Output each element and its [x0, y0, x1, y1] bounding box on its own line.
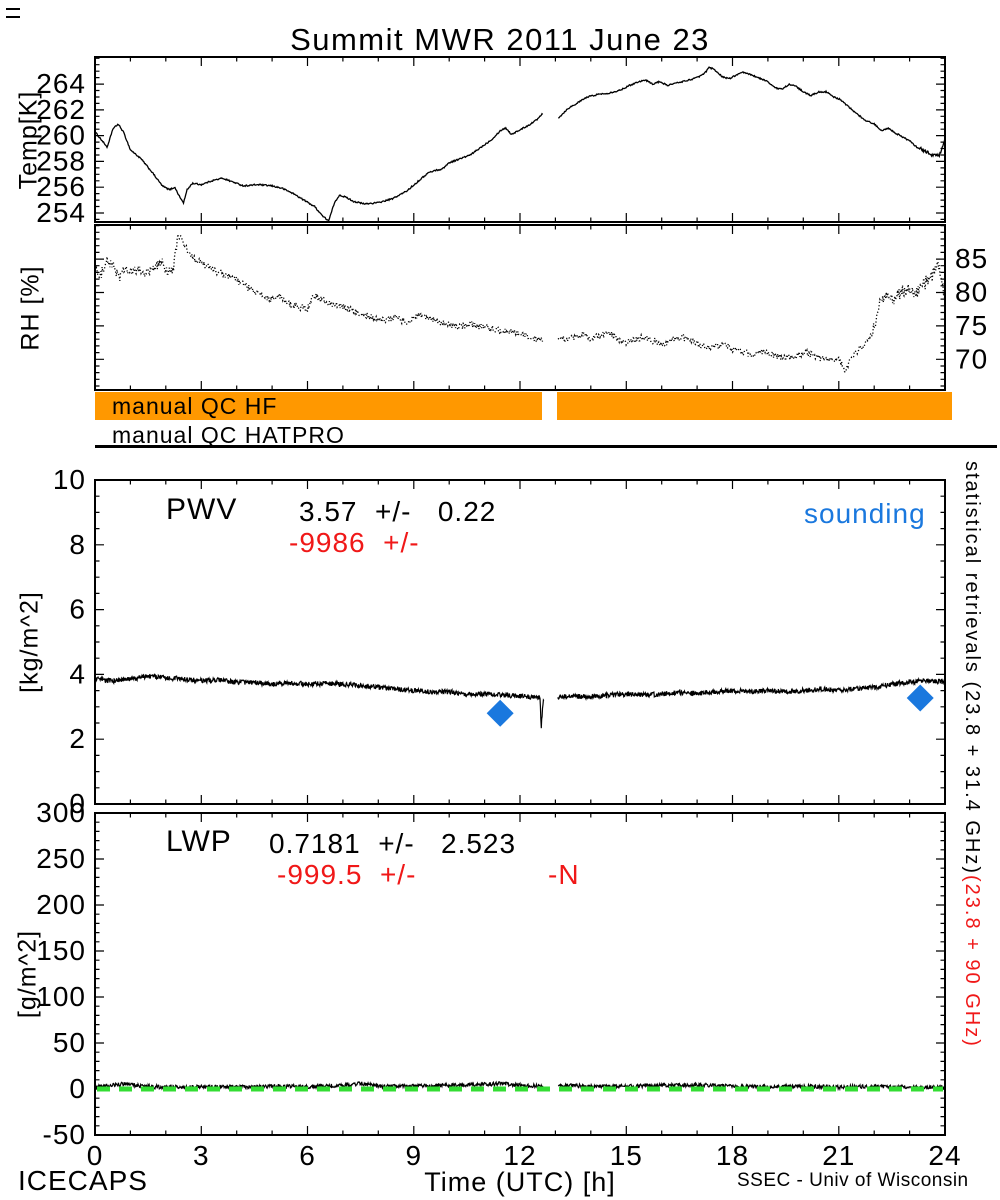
- x-tick-label: 18: [716, 1140, 749, 1171]
- sounding-label: sounding: [804, 498, 926, 529]
- temperature-ytick-label: 264: [36, 68, 86, 99]
- page-title: Summit MWR 2011 June 23: [290, 22, 710, 57]
- lwp-ticks: [94, 812, 946, 1136]
- temperature-ticks: [94, 57, 946, 222]
- pwv-series: [94, 673, 946, 729]
- pwv-ticks: [94, 479, 946, 805]
- footer-ssec: SSEC - Univ of Wisconsin: [737, 1170, 969, 1191]
- temperature-ytick-label: 260: [36, 120, 86, 151]
- pwv-stat-black: 3.57 +/- 0.22: [299, 496, 497, 527]
- x-tick-label: 9: [406, 1140, 423, 1171]
- lwp-ytick-label: 50: [53, 1027, 86, 1058]
- qc-hatpro-label: manual QC HATPRO: [112, 422, 345, 448]
- lwp-ytick-label: -50: [43, 1119, 86, 1150]
- temperature-ytick-label: 258: [36, 145, 86, 176]
- relative_humidity-ytick-label: 80: [955, 277, 988, 308]
- corner-artifact: [6, 8, 20, 18]
- x-tick-label: 0: [87, 1140, 104, 1171]
- x-tick-label: 3: [193, 1140, 210, 1171]
- pwv-ytick-label: 8: [69, 529, 86, 560]
- x-tick-label: 21: [822, 1140, 855, 1171]
- x-tick-label: 24: [928, 1140, 961, 1171]
- pwv-panel-box: [94, 479, 946, 805]
- pwv-series-label: PWV: [166, 493, 238, 526]
- x-tick-label: 12: [503, 1140, 536, 1171]
- pwv-ytick-label: 2: [69, 723, 86, 754]
- footer-icecaps: ICECAPS: [18, 1165, 148, 1196]
- pwv-ytick-label: 4: [69, 658, 86, 689]
- lwp-stat-black: 0.7181 +/- 2.523: [269, 828, 517, 859]
- relative_humidity-panel-box: [94, 224, 946, 391]
- lwp-ytick-label: 150: [36, 935, 86, 966]
- lwp-ytick-label: 200: [36, 889, 86, 920]
- sounding-diamond: [486, 699, 514, 727]
- qc-hf-bar: manual QC HF: [95, 392, 952, 420]
- relative_humidity-ytick-label: 70: [955, 343, 988, 374]
- lwp-ytick-label: 100: [36, 981, 86, 1012]
- lwp-stat-red-n: -N: [548, 859, 580, 890]
- qc-hf-gap: [542, 392, 557, 420]
- pwv-ytick-label: 10: [53, 464, 86, 495]
- temperature-ytick-label: 256: [36, 171, 86, 202]
- x-tick-label: 15: [610, 1140, 643, 1171]
- temperature-panel-box: [94, 56, 946, 223]
- relative_humidity-ytick-label: 85: [955, 243, 988, 274]
- pwv-stat-red: -9986 +/-: [289, 527, 420, 558]
- qc-hatpro-line: [95, 445, 997, 448]
- x-axis-label: Time (UTC) [h]: [424, 1167, 616, 1197]
- relative_humidity-series: [94, 234, 946, 373]
- lwp-series-label: LWP: [166, 825, 232, 858]
- x-tick-label: 6: [299, 1140, 316, 1171]
- lwp-ytick-label: 0: [69, 1073, 86, 1104]
- relative_humidity-ticks: [94, 225, 946, 390]
- temperature-series: [95, 66, 946, 222]
- sounding-diamond: [906, 684, 934, 712]
- qc-hf-label: manual QC HF: [112, 393, 278, 419]
- temperature-ytick-label: 262: [36, 94, 86, 125]
- pwv-ytick-label: 6: [69, 594, 86, 625]
- lwp-ytick-label: 250: [36, 843, 86, 874]
- temperature-ytick-label: 254: [36, 197, 86, 228]
- relative_humidity-ytick-label: 75: [955, 310, 988, 341]
- lwp-stat-red: -999.5 +/-: [277, 859, 417, 890]
- lwp-ytick-label: 300: [36, 797, 86, 828]
- pwv-ytick-label: 0: [69, 788, 86, 819]
